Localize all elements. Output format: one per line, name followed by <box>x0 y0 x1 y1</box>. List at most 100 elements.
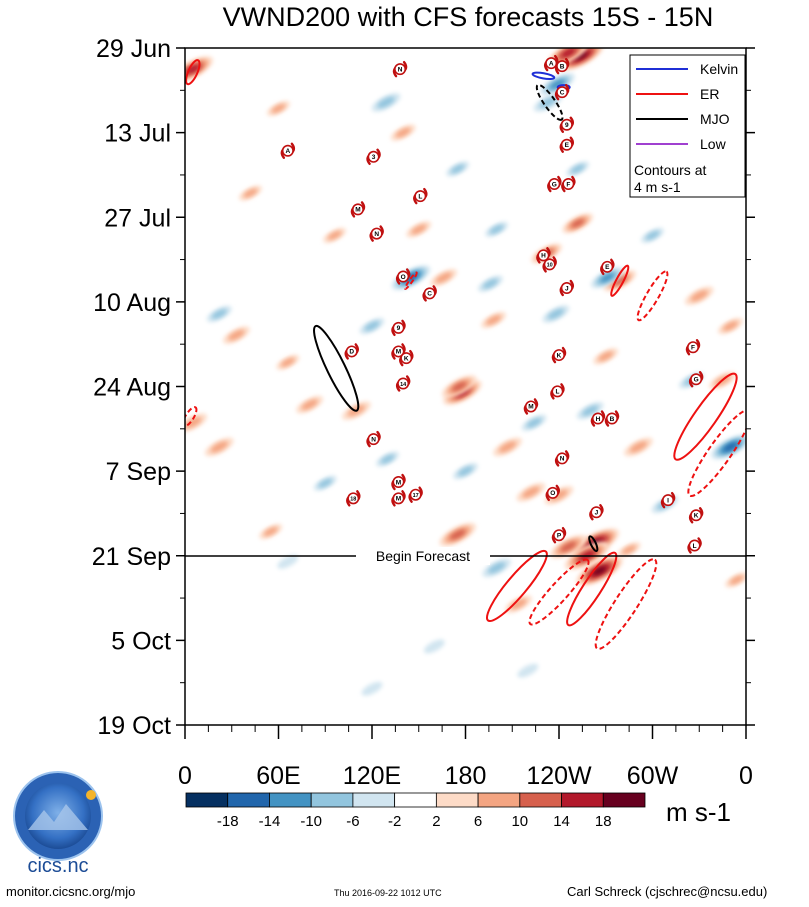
colorbar-label: -14 <box>259 813 281 830</box>
anomaly-blob <box>186 64 200 74</box>
storm-marker: J <box>589 504 604 521</box>
storm-circle <box>392 321 405 334</box>
y-tick-label: 5 Oct <box>111 627 171 655</box>
storm-label: B <box>560 63 565 70</box>
storm-circle <box>562 178 575 191</box>
storm-marker: N <box>392 60 408 78</box>
wave-contour-mjo <box>588 535 599 552</box>
mountain-icon <box>28 804 88 830</box>
wave-contour-er <box>636 270 669 322</box>
anomaly-blob <box>271 103 286 113</box>
storm-marker: H <box>590 410 606 427</box>
y-tick-label: 10 Aug <box>93 289 171 317</box>
storm-marker: F <box>685 339 701 356</box>
colorbar-cell <box>602 792 646 808</box>
storm-circle <box>560 281 573 294</box>
storm-label: B <box>610 416 615 423</box>
storm-label: L <box>555 389 559 396</box>
storm-marker: 9 <box>559 116 574 133</box>
storm-circle <box>601 260 614 273</box>
storm-circle <box>548 178 561 191</box>
wave-contour-kelvin <box>531 71 556 80</box>
storm-label: A <box>549 60 554 67</box>
storm-label: D <box>349 349 354 356</box>
storm-label: A <box>285 148 290 155</box>
legend-note-line2: 4 m s-1 <box>634 179 681 195</box>
colorbar-cell <box>394 792 437 808</box>
storm-marker: 18 <box>346 490 361 507</box>
logo-text: cics.nc <box>27 855 88 877</box>
storm-circle <box>524 400 537 413</box>
storm-label: 18 <box>350 497 356 503</box>
anomaly-blob <box>550 79 565 89</box>
colorbar-cell <box>477 792 521 808</box>
anomaly-blob <box>612 276 627 286</box>
wave-contour-er <box>566 551 618 627</box>
colorbar-label: -18 <box>217 813 239 830</box>
anomaly-blob <box>722 321 738 331</box>
storm-circle <box>394 63 407 76</box>
storm-circle <box>543 258 556 271</box>
colorbar-label: 14 <box>553 813 570 830</box>
colorbar-label: 2 <box>432 813 440 830</box>
legend-label-mjo: MJO <box>700 111 730 127</box>
colorbar-cell <box>352 792 396 808</box>
forecast-start-label: Begin Forecast <box>376 548 470 564</box>
wave-contour-mjo <box>535 83 564 121</box>
storm-circle <box>545 57 558 70</box>
anomaly-blob <box>281 357 295 367</box>
wave-contour-mjo <box>313 324 360 412</box>
storm-label: 17 <box>413 493 419 499</box>
storm-circle <box>347 492 360 505</box>
storm-label: F <box>691 345 695 352</box>
storm-marker: K <box>399 349 414 367</box>
anomaly-blob <box>435 272 452 283</box>
colorbar-cell <box>435 792 479 808</box>
wave-contour-er <box>594 558 658 650</box>
storm-marker: L <box>413 187 428 205</box>
y-tick-label: 13 Jul <box>104 120 171 148</box>
anomaly-blob <box>598 351 614 362</box>
footer-site-link[interactable]: monitor.cicsnc.org/mjo <box>6 884 136 899</box>
storm-circle <box>556 86 569 99</box>
storm-marker: M <box>523 398 539 415</box>
y-tick-label: 24 Aug <box>93 374 171 402</box>
anomaly-blob <box>364 321 380 331</box>
colorbar-cell <box>185 792 229 808</box>
storm-label: I <box>667 497 669 504</box>
storm-circle <box>397 377 410 390</box>
storm-label: 9 <box>565 122 569 129</box>
footer-author: Carl Schreck (cjschrec@ncsu.edu) <box>567 884 768 899</box>
storm-circle <box>414 190 427 203</box>
anomaly-blob <box>411 224 427 235</box>
anomaly-blob <box>327 230 342 240</box>
anomaly-blob <box>517 663 539 678</box>
anomaly-blob <box>210 441 228 453</box>
anomaly-blob <box>547 308 564 320</box>
storm-marker: 10 <box>542 256 557 273</box>
storm-label: L <box>418 193 422 200</box>
colorbar-cell <box>227 792 270 808</box>
storm-marker: M <box>391 490 406 507</box>
y-tick-label: 7 Sep <box>106 458 171 486</box>
storm-marker: H <box>536 247 551 264</box>
colorbar-cell <box>310 792 354 808</box>
storm-marker: B <box>554 57 570 75</box>
storm-marker: D <box>344 343 359 360</box>
footer-timestamp: Thu 2016-09-22 1012 UTC <box>334 888 442 898</box>
anomaly-blob <box>645 230 660 240</box>
colorbar-label: -2 <box>388 813 401 830</box>
storm-marker: M <box>391 343 406 360</box>
anomaly-blob <box>539 96 557 108</box>
anomaly-blob <box>488 562 506 574</box>
anomaly-blob <box>593 566 606 575</box>
storm-circle <box>546 486 559 499</box>
storm-circle <box>688 539 701 552</box>
legend-label-kelvin: Kelvin <box>700 61 738 77</box>
anomaly-blob <box>395 127 411 138</box>
storm-circle <box>392 345 405 358</box>
storm-circle <box>556 60 569 73</box>
legend-label-low: Low <box>700 136 727 152</box>
